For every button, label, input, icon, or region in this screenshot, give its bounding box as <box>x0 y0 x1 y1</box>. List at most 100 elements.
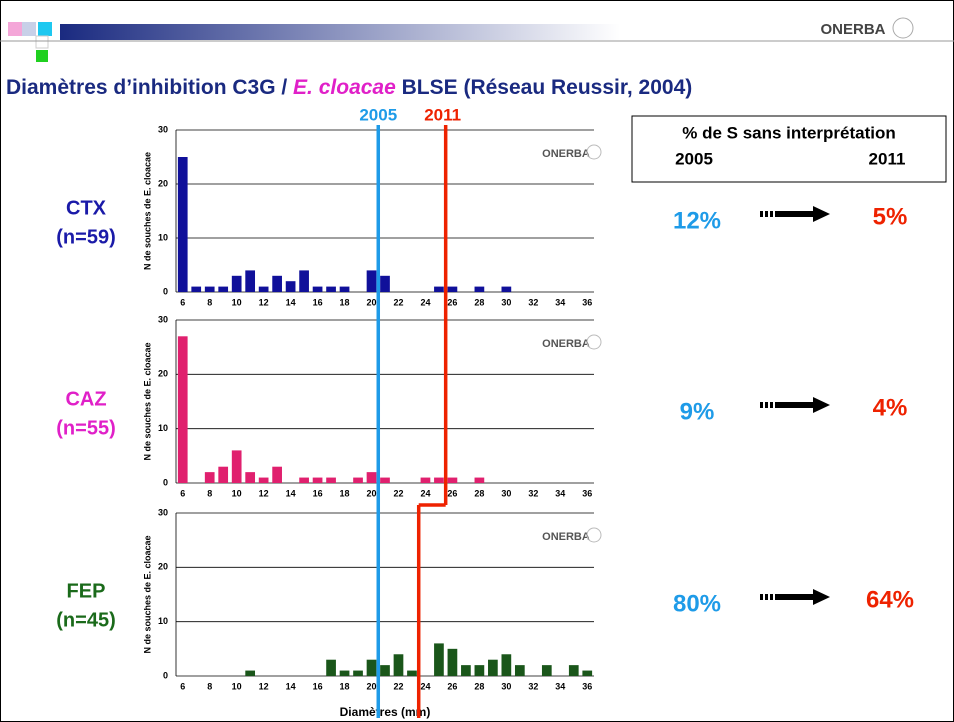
bar <box>407 670 417 676</box>
bar <box>380 477 390 483</box>
summary-box <box>631 115 947 183</box>
x-tick-label: 24 <box>420 681 430 691</box>
y-tick-label: 10 <box>158 616 168 626</box>
y-tick-label: 30 <box>158 124 168 134</box>
arrow-dash <box>760 402 763 408</box>
bar <box>245 270 256 292</box>
summary-heading: % de S sans interprétation <box>682 123 896 142</box>
x-tick-label: 32 <box>528 488 538 498</box>
bar <box>461 665 471 676</box>
x-tick-label: 18 <box>340 681 350 691</box>
deco-square <box>8 22 22 36</box>
x-tick-label: 22 <box>393 488 403 498</box>
x-tick-label: 24 <box>420 297 430 307</box>
arrow-dash <box>765 594 768 600</box>
x-tick-label: 14 <box>286 297 296 307</box>
arrow-dash <box>760 211 763 217</box>
bar <box>285 281 296 292</box>
x-tick-label: 36 <box>582 681 592 691</box>
bar <box>245 670 256 676</box>
x-tick-label: 6 <box>180 488 185 498</box>
x-tick-label: 22 <box>393 297 403 307</box>
arrow-head <box>813 589 830 605</box>
arrow-dash <box>770 594 773 600</box>
bar <box>474 665 485 676</box>
bar <box>434 477 444 483</box>
y-tick-label: 20 <box>158 178 168 188</box>
arrow-dash <box>765 402 768 408</box>
chart-logo: ONERBA <box>542 338 590 350</box>
bar <box>339 670 350 676</box>
bar <box>312 477 323 483</box>
x-tick-label: 26 <box>447 488 457 498</box>
arrow-dash <box>770 402 773 408</box>
arrow-shaft <box>775 211 815 217</box>
slide-title: Diamètres d’inhibition C3G / E. cloacae … <box>6 76 692 99</box>
bar <box>393 654 404 676</box>
x-tick-label: 34 <box>555 488 565 498</box>
x-tick-label: 30 <box>501 297 511 307</box>
x-tick-label: 14 <box>286 681 296 691</box>
x-tick-label: 8 <box>207 297 212 307</box>
x-tick-label: 28 <box>474 488 484 498</box>
bar <box>299 270 309 292</box>
bar <box>434 643 444 676</box>
percent-2005: 80% <box>673 590 721 617</box>
x-tick-label: 30 <box>501 488 511 498</box>
x-tick-label: 16 <box>313 488 323 498</box>
bar <box>326 659 336 676</box>
logo: ONERBA <box>820 21 885 38</box>
bar <box>177 157 188 292</box>
x-tick-label: 18 <box>340 488 350 498</box>
x-tick-label: 34 <box>555 681 565 691</box>
bar <box>231 275 242 292</box>
x-tick-label: 20 <box>367 681 377 691</box>
row-label: CTX <box>66 197 107 219</box>
bar <box>245 472 256 483</box>
chart-logo-icon <box>586 334 602 350</box>
percent-2005: 9% <box>680 398 715 425</box>
bar <box>366 659 377 676</box>
breakpoint-label: 2005 <box>359 105 397 124</box>
header-bar <box>60 24 620 40</box>
bar <box>434 286 444 292</box>
x-tick-label: 28 <box>474 681 484 691</box>
x-tick-label: 22 <box>393 681 403 691</box>
bar <box>218 466 229 483</box>
x-tick-label: 10 <box>232 488 242 498</box>
x-tick-label: 20 <box>367 297 377 307</box>
percent-2011: 64% <box>866 586 914 613</box>
chart-logo-icon <box>586 527 602 543</box>
y-tick-label: 30 <box>158 314 168 324</box>
y-axis-title: N de souches de E. cloacae <box>142 535 152 653</box>
bar <box>204 472 215 483</box>
x-tick-label: 12 <box>259 488 269 498</box>
bar <box>258 477 269 483</box>
x-tick-label: 26 <box>447 297 457 307</box>
bar <box>326 477 336 483</box>
row-sublabel: (n=45) <box>56 609 115 631</box>
row-label: FEP <box>67 580 106 602</box>
bar <box>353 670 363 676</box>
y-tick-label: 30 <box>158 507 168 517</box>
x-tick-label: 12 <box>259 297 269 307</box>
breakpoint-label: 2011 <box>424 105 461 124</box>
row-label: CAZ <box>65 388 106 410</box>
bar <box>272 275 282 292</box>
y-tick-label: 0 <box>163 477 168 487</box>
x-tick-label: 36 <box>582 488 592 498</box>
bar <box>474 286 485 292</box>
x-tick-label: 36 <box>582 297 592 307</box>
y-tick-label: 20 <box>158 369 168 379</box>
x-tick-label: 20 <box>367 488 377 498</box>
bar <box>258 286 269 292</box>
bar <box>272 466 282 483</box>
bar <box>380 275 390 292</box>
arrow-shaft <box>775 402 815 408</box>
arrow-head <box>813 206 830 222</box>
bar <box>326 286 336 292</box>
y-axis-title: N de souches de E. cloacae <box>142 152 152 270</box>
deco-square <box>38 22 52 36</box>
x-tick-label: 28 <box>474 297 484 307</box>
